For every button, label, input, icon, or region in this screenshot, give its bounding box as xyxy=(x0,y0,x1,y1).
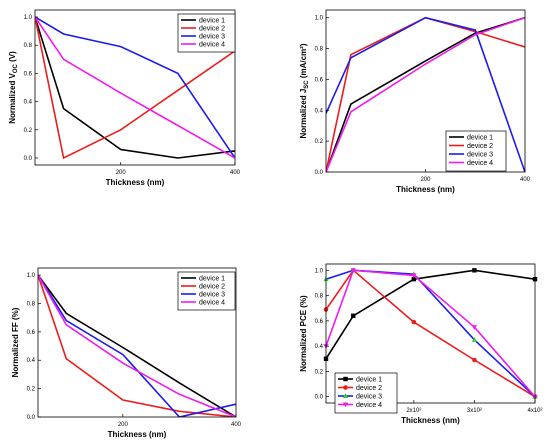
y-tick-label: 0.0 xyxy=(27,415,36,421)
series-line-1 xyxy=(326,269,535,360)
y-tick-label: 0.2 xyxy=(27,387,36,393)
y-tick-label: 1.0 xyxy=(27,273,36,279)
series-line-4 xyxy=(326,16,525,172)
y-axis-label: Normalized PCE (%) xyxy=(299,295,308,372)
chart-1: 0.0 0.2 0.4 0.6 0.8 1.0 200 400 Thickness (nm) No… xyxy=(8,9,241,187)
x-tick-label: 3x10² xyxy=(467,408,482,414)
series-line-2 xyxy=(35,16,235,160)
y-tick-label: 0.0 xyxy=(315,395,324,401)
data-point xyxy=(411,276,417,282)
y-axis-label: Normalized VOC (V) xyxy=(8,51,19,124)
legend-label: device 4 xyxy=(467,160,493,167)
y-tick-label: 0.8 xyxy=(27,301,36,307)
series-line-1 xyxy=(35,16,235,159)
x-tick-label: 4x10² xyxy=(527,408,542,414)
series-line-1 xyxy=(38,274,236,417)
data-point xyxy=(472,357,477,363)
y-tick-label: 0.4 xyxy=(27,358,36,364)
y-tick-label: 1.0 xyxy=(315,16,324,22)
y-tick-label: 0.2 xyxy=(24,128,33,134)
data-point xyxy=(350,268,356,274)
y-tick-label: 0.8 xyxy=(315,47,324,53)
x-tick-label: 400 xyxy=(231,422,242,428)
series-line-4 xyxy=(35,16,235,159)
series-line-3 xyxy=(38,274,236,417)
legend-label: device 1 xyxy=(467,134,493,141)
y-axis-label: Normalized JSC (mA/cm²) xyxy=(299,43,310,138)
legend-label: device 1 xyxy=(199,275,225,282)
x-tick-label: 400 xyxy=(230,170,241,176)
y-tick-label: 0.2 xyxy=(315,369,324,375)
legend-marker xyxy=(343,385,348,390)
series-line-4 xyxy=(38,274,236,417)
legend-label: device 2 xyxy=(199,283,225,290)
legend-label: device 1 xyxy=(199,17,225,24)
y-tick-label: 0.0 xyxy=(24,156,33,162)
series-line-3 xyxy=(35,16,235,159)
legend-label: device 2 xyxy=(356,385,382,392)
data-point xyxy=(411,273,417,279)
legend-marker xyxy=(342,393,349,398)
plot-frame xyxy=(37,267,237,418)
y-tick-label: 0.6 xyxy=(24,71,33,77)
y-tick-label: 1.0 xyxy=(315,268,324,274)
x-axis-label: Thickness (nm) xyxy=(106,178,165,187)
y-tick-label: 0.4 xyxy=(24,100,33,106)
legend-label: device 2 xyxy=(467,143,493,150)
x-tick-label: 2x10² xyxy=(406,408,421,414)
x-tick-label: 200 xyxy=(118,422,129,428)
legend-label: device 4 xyxy=(199,41,225,48)
y-axis-label: Normalized FF (%) xyxy=(11,307,20,377)
y-tick-label: 1.0 xyxy=(24,15,33,21)
y-tick-label: 0.4 xyxy=(315,108,324,114)
legend-label: device 3 xyxy=(467,151,493,158)
y-tick-label: 0.0 xyxy=(315,170,324,176)
y-tick-label: 0.6 xyxy=(27,330,36,336)
data-point xyxy=(411,319,417,325)
legend-label: device 3 xyxy=(356,393,382,400)
data-point xyxy=(471,337,478,342)
plot-frame xyxy=(34,9,236,166)
x-axis-label: Thickness (nm) xyxy=(396,185,455,194)
series-line-3 xyxy=(326,16,525,172)
legend-marker xyxy=(342,402,349,408)
legend-label: device 3 xyxy=(199,33,225,40)
legend-marker xyxy=(343,376,348,382)
x-axis-label: Thickness (nm) xyxy=(401,416,460,425)
data-point xyxy=(472,268,477,273)
data-point xyxy=(471,325,478,330)
series-line-1 xyxy=(326,16,525,172)
x-tick-label: 200 xyxy=(420,177,431,183)
chart-4: 0.00.20.40.60.81.01x10²2x10²3x10²4x10²Th… xyxy=(299,263,543,425)
legend-box xyxy=(445,130,507,172)
y-tick-label: 0.2 xyxy=(315,139,324,145)
legend-label: device 4 xyxy=(356,402,382,409)
y-tick-label: 0.8 xyxy=(24,43,33,49)
chart-2: 0.0 0.2 0.4 0.6 0.8 1.0 200 400 Thickness (nm) No… xyxy=(299,9,531,194)
y-tick-label: 0.6 xyxy=(315,319,324,325)
x-tick-label: 200 xyxy=(116,170,127,176)
x-axis-label: Thickness (nm) xyxy=(108,430,167,439)
legend-label: device 3 xyxy=(199,291,225,298)
legend-label: device 2 xyxy=(199,25,225,32)
y-tick-label: 0.8 xyxy=(315,294,324,300)
legend-label: device 1 xyxy=(356,376,382,383)
y-tick-label: 0.4 xyxy=(315,344,324,350)
x-tick-label: 400 xyxy=(520,177,531,183)
y-tick-label: 0.6 xyxy=(315,77,324,83)
legend-label: device 4 xyxy=(199,299,225,306)
plot-frame xyxy=(325,263,536,404)
data-point xyxy=(351,313,356,319)
chart-3: 0.0 0.2 0.4 0.6 0.8 1.0 200 400 Thickness (nm) No… xyxy=(11,267,242,439)
